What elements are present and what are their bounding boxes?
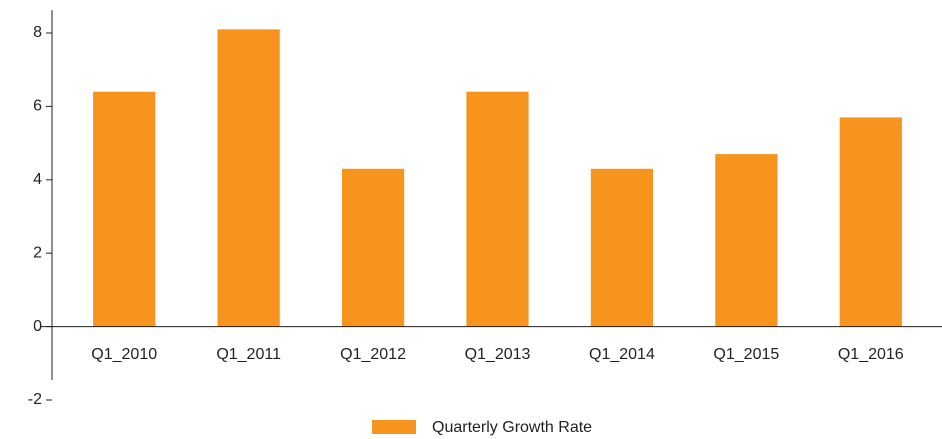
x-tick-label: Q1_2010 bbox=[91, 346, 157, 363]
x-tick-label: Q1_2016 bbox=[838, 346, 904, 363]
x-tick-label: Q1_2014 bbox=[589, 346, 655, 363]
y-tick-label: 8 bbox=[33, 24, 42, 41]
legend-label: Quarterly Growth Rate bbox=[432, 419, 592, 436]
bar bbox=[341, 168, 405, 327]
x-tick-label: Q1_2011 bbox=[216, 346, 281, 363]
x-tick-label: Q1_2013 bbox=[465, 346, 531, 363]
bar bbox=[466, 91, 529, 327]
y-tick-label: 0 bbox=[33, 318, 42, 335]
y-tick-label: -2 bbox=[28, 391, 42, 408]
bar bbox=[715, 154, 778, 327]
legend-swatch bbox=[372, 420, 416, 434]
bar bbox=[590, 168, 654, 327]
x-tick-label: Q1_2015 bbox=[713, 346, 779, 363]
x-tick-label: Q1_2012 bbox=[340, 346, 406, 363]
bar bbox=[839, 117, 902, 327]
bar bbox=[217, 29, 280, 327]
y-tick-label: 6 bbox=[33, 98, 42, 115]
y-tick-label: 2 bbox=[33, 244, 42, 261]
bar bbox=[93, 91, 156, 327]
y-tick-label: 4 bbox=[33, 171, 42, 188]
